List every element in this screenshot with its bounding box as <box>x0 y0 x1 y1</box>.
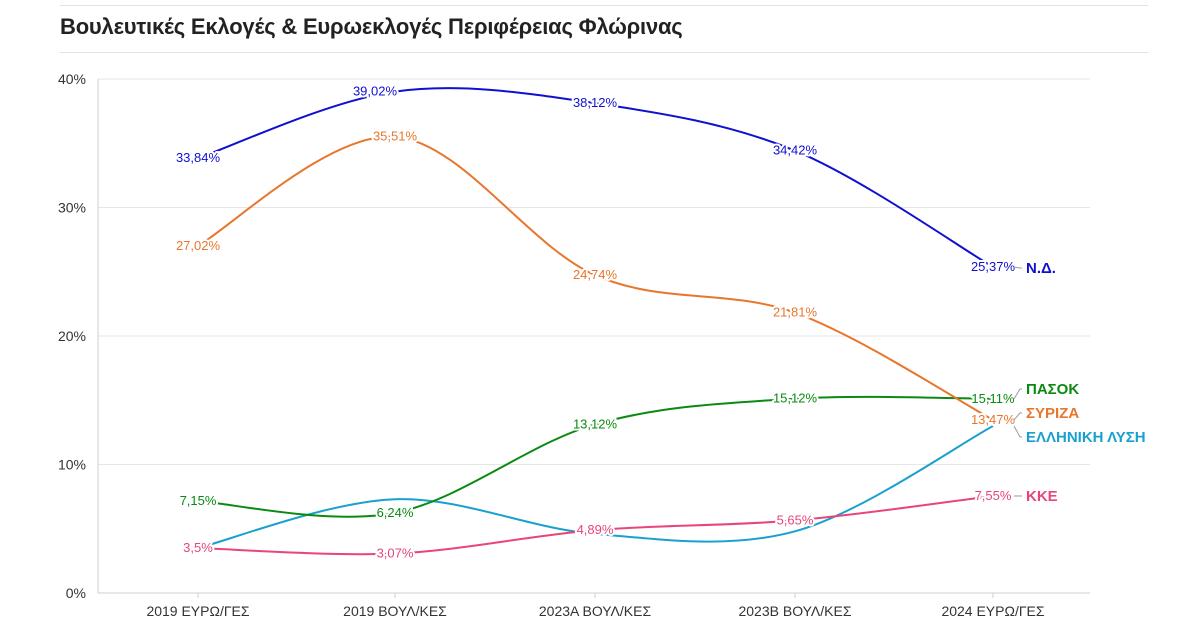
data-label: 35,51% <box>373 129 418 144</box>
series-line-1 <box>197 135 994 421</box>
data-label: 15,12% <box>773 391 818 406</box>
series-label: ΣΥΡΙΖΑ <box>1026 405 1079 422</box>
data-label: 21,81% <box>773 305 818 320</box>
data-label: 33,84% <box>176 150 221 165</box>
y-tick-label: 20% <box>58 328 86 344</box>
y-tick-label: 0% <box>66 585 86 601</box>
series-line-0 <box>197 87 994 268</box>
series-label: ΠΑΣΟΚ <box>1026 381 1079 398</box>
series-label: ΚΚΕ <box>1026 488 1058 505</box>
x-tick-label: 2019 ΕΥΡΩ/ΓΕΣ <box>146 603 249 619</box>
data-label: 39,02% <box>353 84 398 99</box>
data-label: 13,12% <box>573 416 618 431</box>
data-label: 7,55% <box>975 488 1012 503</box>
x-tick-label: 2023Α ΒΟΥΛ/ΚΕΣ <box>539 603 652 619</box>
title-rule <box>60 52 1148 53</box>
series-line-4 <box>197 494 994 556</box>
data-label: 24,74% <box>573 267 618 282</box>
x-tick-label: 2024 ΕΥΡΩ/ΓΕΣ <box>941 603 1044 619</box>
data-label: 4,89% <box>577 522 614 537</box>
y-tick-label: 40% <box>58 71 86 87</box>
leader-line <box>1013 425 1022 438</box>
series-label: Ν.Δ. <box>1026 260 1056 277</box>
data-label: 34,42% <box>773 143 818 158</box>
data-label: 13,47% <box>971 412 1016 427</box>
x-tick-label: 2019 ΒΟΥΛ/ΚΕΣ <box>343 603 447 619</box>
y-tick-label: 10% <box>58 457 86 473</box>
data-label: 3,07% <box>377 546 414 561</box>
data-label: 25,37% <box>971 259 1016 274</box>
series-line-2 <box>197 395 994 518</box>
leader-line <box>1013 388 1022 400</box>
data-label: 7,15% <box>180 493 217 508</box>
x-tick-label: 2023Β ΒΟΥΛ/ΚΕΣ <box>738 603 851 619</box>
data-label: 27,02% <box>176 238 221 253</box>
data-label: 38,12% <box>573 95 618 110</box>
series-label: ΕΛΛΗΝΙΚΗ ΛΥΣΗ <box>1026 429 1146 446</box>
series-line-3 <box>197 425 994 549</box>
leader-line <box>1013 412 1022 421</box>
top-rule <box>60 5 1148 6</box>
y-tick-label: 30% <box>58 200 86 216</box>
chart-title: Βουλευτικές Εκλογές & Ευρωεκλογές Περιφέ… <box>60 14 683 39</box>
data-label: 3,5% <box>183 540 213 555</box>
data-label: 15,11% <box>971 391 1015 406</box>
data-label: 6,24% <box>377 505 414 520</box>
leader-line <box>1013 266 1022 269</box>
data-label: 5,65% <box>777 512 814 527</box>
